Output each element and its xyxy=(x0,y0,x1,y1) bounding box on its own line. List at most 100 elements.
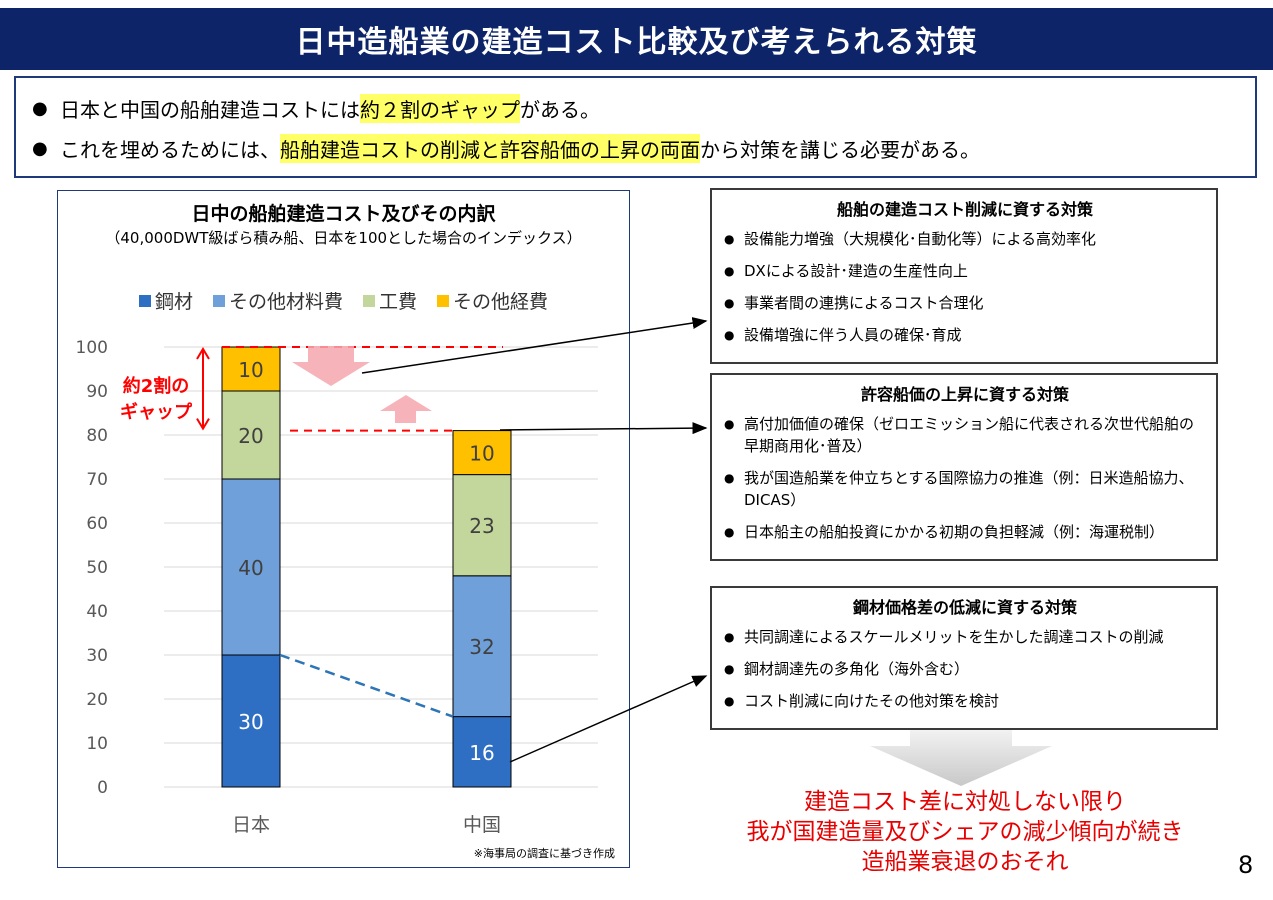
bullet-icon: ● xyxy=(724,662,735,676)
summary-line-1: ● 日本と中国の船舶建造コストには 約２割のギャップ がある。 xyxy=(32,88,1239,128)
y-tick-label: 30 xyxy=(86,646,108,666)
panel-steel-cost: 鋼材価格差の低減に資する対策 ● 共同調達によるスケールメリットを生かした調達コス… xyxy=(710,586,1218,730)
y-tick-label: 50 xyxy=(86,558,108,578)
gap-label: ギャップ xyxy=(120,401,193,423)
legend-label: 鋼材 xyxy=(154,291,193,313)
list-item: ● コスト削減に向けたその他対策を検討 xyxy=(724,690,1206,712)
chart-box: 日中の船舶建造コスト及びその内訳 （40,000DWT級ばら積み船、日本を100… xyxy=(57,190,630,868)
bar-segment xyxy=(452,474,512,577)
bullet-icon: ● xyxy=(724,328,735,342)
up-block-arrow-icon xyxy=(380,395,432,423)
y-tick-label: 100 xyxy=(76,338,108,358)
bullet-icon: ● xyxy=(724,264,735,278)
legend-label: その他材料費 xyxy=(228,291,343,313)
list-item-text: 事業者間の連携によるコスト合理化 xyxy=(744,294,984,312)
bullet-icon: ● xyxy=(32,97,48,119)
bullet-icon: ● xyxy=(724,296,735,310)
data-label: 32 xyxy=(469,635,494,659)
list-item: ● 事業者間の連携によるコスト合理化 xyxy=(724,292,1206,314)
list-item: ● 共同調達によるスケールメリットを生かした調達コストの削減 xyxy=(724,626,1206,648)
panel-title: 許容船価の上昇に資する対策 xyxy=(860,385,1069,404)
panel-price-increase: 許容船価の上昇に資する対策 ● 高付加価値の確保（ゼロエミッション船に代表される次… xyxy=(710,373,1218,561)
y-tick-label: 80 xyxy=(86,426,108,446)
y-tick-label: 0 xyxy=(97,778,108,798)
page-title: 日中造船業の建造コスト比較及び考えられる対策 xyxy=(0,8,1273,70)
list-item-text: 設備増強に伴う人員の確保･育成 xyxy=(744,326,962,344)
panel-cost-reduction: 船舶の建造コスト削減に資する対策 ● 設備能力増強（大規模化･自動化等）による高効… xyxy=(710,188,1218,364)
bar-segment xyxy=(221,390,281,480)
legend-item-other-materials: その他材料費 xyxy=(212,287,343,314)
summary-highlight: 船舶建造コストの削減と許容船価の上昇の両面 xyxy=(280,133,700,163)
legend-swatch xyxy=(138,294,151,307)
data-label: 20 xyxy=(238,424,263,448)
stacked-bar-chart: 0 10 20 30 40 50 60 70 80 90 100 30 40 20 10 日本 16 32 23 10… xyxy=(76,338,598,836)
bullet-icon: ● xyxy=(724,525,735,539)
y-tick-label: 20 xyxy=(86,690,108,710)
legend-label: 工費 xyxy=(379,291,418,313)
summary-text-before: これを埋めるためには、 xyxy=(60,137,280,162)
list-item-text: 高付加価値の確保（ゼロエミッション船に代表される次世代船舶の早期商用化･普及） xyxy=(744,415,1195,455)
gap-arrow-down-head xyxy=(196,418,210,431)
list-item: ● 高付加価値の確保（ゼロエミッション船に代表される次世代船舶の早期商用化･普及） xyxy=(724,413,1206,457)
list-item-text: DXによる設計･建造の生産性向上 xyxy=(744,262,968,280)
chart-subtitle: （40,000DWT級ばら積み船、日本を100とした場合のインデックス） xyxy=(105,229,582,247)
list-item: ● 鋼材調達先の多角化（海外含む） xyxy=(724,658,1206,680)
legend-item-other-expenses: その他経費 xyxy=(437,287,548,314)
bar-segment xyxy=(452,430,512,476)
chart-source-note: ※海事局の調査に基づき作成 xyxy=(473,847,615,860)
y-tick-label: 70 xyxy=(86,470,108,490)
summary-box: ● 日本と中国の船舶建造コストには 約２割のギャップ がある。 ● これを埋めるため… xyxy=(14,76,1257,178)
bar-segment xyxy=(221,654,281,788)
down-arrow-icon xyxy=(870,730,1052,786)
legend-swatch xyxy=(212,294,225,307)
summary-text-before: 日本と中国の船舶建造コストには xyxy=(60,97,360,122)
bar-segment xyxy=(452,716,512,788)
bullet-icon: ● xyxy=(724,232,735,246)
data-label: 10 xyxy=(469,442,494,466)
bullet-icon: ● xyxy=(724,630,735,644)
legend-label: その他経費 xyxy=(453,291,549,313)
legend-item-steel: 鋼材 xyxy=(138,287,193,314)
legend-item-labor: 工費 xyxy=(363,287,417,314)
list-item-text: 我が国造船業を仲立ちとする国際協力の推進（例：日米造船協力、DICAS） xyxy=(744,469,1194,509)
list-item-text: 設備能力増強（大規模化･自動化等）による高効率化 xyxy=(744,230,1097,248)
list-item: ● 我が国造船業を仲立ちとする国際協力の推進（例：日米造船協力、DICAS） xyxy=(724,467,1206,511)
bullet-icon: ● xyxy=(32,137,48,159)
summary-text-after: がある。 xyxy=(520,97,600,122)
warning-line: 我が国建造量及びシェアの減少傾向が続き xyxy=(746,819,1184,845)
x-tick-label: 日本 xyxy=(232,814,270,836)
bullet-icon: ● xyxy=(724,694,735,708)
list-item-text: 日本船主の船舶投資にかかる初期の負担軽減（例：海運税制） xyxy=(744,523,1165,541)
warning-line: 建造コスト差に対処しない限り xyxy=(804,789,1126,815)
data-label: 40 xyxy=(238,556,263,580)
legend-swatch xyxy=(437,294,450,307)
page-number: 8 xyxy=(1238,851,1254,879)
data-label: 23 xyxy=(469,514,494,538)
y-tick-label: 10 xyxy=(86,734,108,754)
list-item: ● 設備能力増強（大規模化･自動化等）による高効率化 xyxy=(724,228,1206,250)
bullet-icon: ● xyxy=(724,417,735,431)
warning-line: 造船業衰退のおそれ xyxy=(861,849,1069,875)
bar-segment xyxy=(221,346,281,392)
panel-title: 船舶の建造コスト削減に資する対策 xyxy=(836,200,1093,219)
list-item-text: 共同調達によるスケールメリットを生かした調達コストの削減 xyxy=(744,628,1164,646)
summary-highlight: 約２割のギャップ xyxy=(360,93,520,123)
list-item: ● 日本船主の船舶投資にかかる初期の負担軽減（例：海運税制） xyxy=(724,521,1206,543)
bar-segment xyxy=(452,575,512,718)
list-item-text: 鋼材調達先の多角化（海外含む） xyxy=(744,660,970,678)
data-label: 30 xyxy=(238,710,263,734)
data-label: 10 xyxy=(238,358,263,382)
y-tick-label: 40 xyxy=(86,602,108,622)
gap-arrow-up-head xyxy=(196,347,210,360)
chart-title: 日中の船舶建造コスト及びその内訳 xyxy=(191,203,496,225)
legend-swatch xyxy=(363,294,375,307)
data-label: 16 xyxy=(469,741,494,765)
y-tick-label: 60 xyxy=(86,514,108,534)
list-item: ● DXによる設計･建造の生産性向上 xyxy=(724,260,1206,282)
y-tick-label: 90 xyxy=(86,382,108,402)
list-item: ● 設備増強に伴う人員の確保･育成 xyxy=(724,324,1206,346)
list-item-text: コスト削減に向けたその他対策を検討 xyxy=(744,692,1000,710)
steel-trend-line xyxy=(279,653,454,718)
panel-title: 鋼材価格差の低減に資する対策 xyxy=(852,598,1077,617)
warning-message: 建造コスト差に対処しない限り 我が国建造量及びシェアの減少傾向が続き 造船業衰退… xyxy=(700,787,1230,877)
